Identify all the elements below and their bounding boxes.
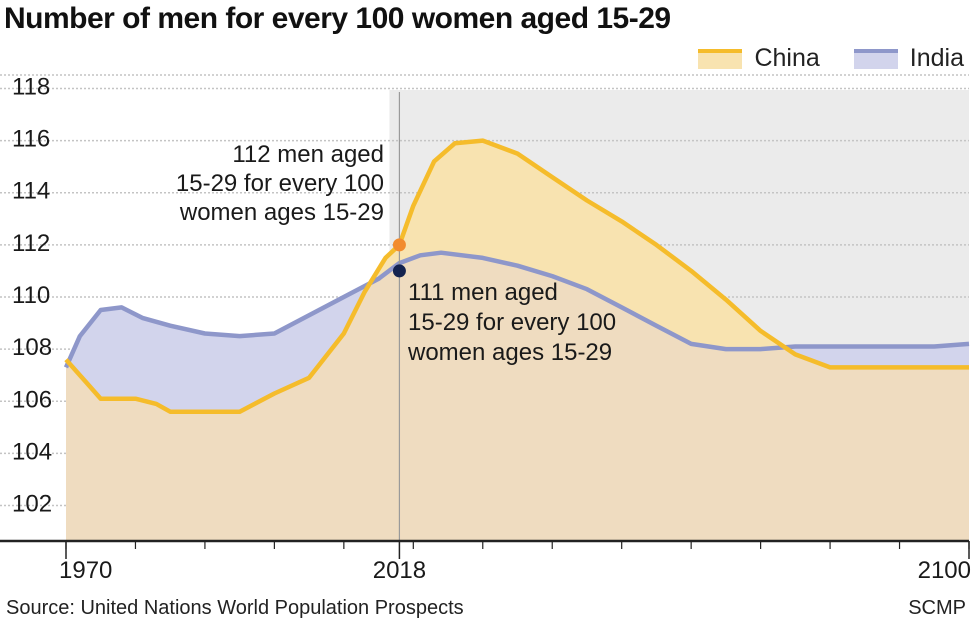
y-tick-label-102: 102 — [12, 491, 52, 518]
line-india — [63, 250, 970, 369]
x-tick-label-2018: 2018 — [373, 557, 426, 584]
annotation-china-line-1: 112 men aged — [232, 141, 384, 168]
y-tick-label-112: 112 — [12, 230, 50, 257]
y-tick-label-114: 114 — [12, 178, 50, 205]
x-tick-label-2100: 2100 — [918, 557, 971, 584]
legend-item-china: China — [698, 44, 820, 73]
annotation-india-line-1: 111 men aged — [408, 279, 558, 306]
x-tick-label-1970: 1970 — [59, 557, 112, 584]
marker-china-2018 — [392, 238, 406, 252]
legend-label-china: China — [754, 44, 820, 72]
line-china — [64, 138, 969, 414]
legend-label-india: India — [909, 44, 964, 72]
legend-item-india: India — [853, 44, 964, 73]
annotation-china-line-3: women ages 15-29 — [179, 199, 384, 226]
y-tick-label-106: 106 — [12, 386, 52, 413]
y-tick-label-116: 116 — [12, 126, 50, 153]
source-note: Source: United Nations World Population … — [6, 597, 464, 619]
annotation-india-line-3: women ages 15-29 — [407, 339, 612, 366]
annotation-india-line-2: 15-29 for every 100 — [408, 309, 616, 336]
y-tick-label-104: 104 — [12, 438, 52, 465]
y-tick-label-118: 118 — [12, 73, 50, 100]
annotation-china-line-2: 15-29 for every 100 — [176, 170, 384, 197]
credit: SCMP — [908, 597, 966, 619]
chart-title: Number of men for every 100 women aged 1… — [4, 2, 671, 35]
legend: China India — [698, 44, 964, 73]
legend-swatch-india — [853, 48, 898, 69]
legend-swatch-china — [698, 48, 743, 69]
marker-india-2018 — [392, 264, 406, 278]
y-tick-label-108: 108 — [12, 334, 52, 361]
y-tick-label-110: 110 — [12, 282, 50, 309]
footer: Source: United Nations World Population … — [6, 597, 966, 620]
